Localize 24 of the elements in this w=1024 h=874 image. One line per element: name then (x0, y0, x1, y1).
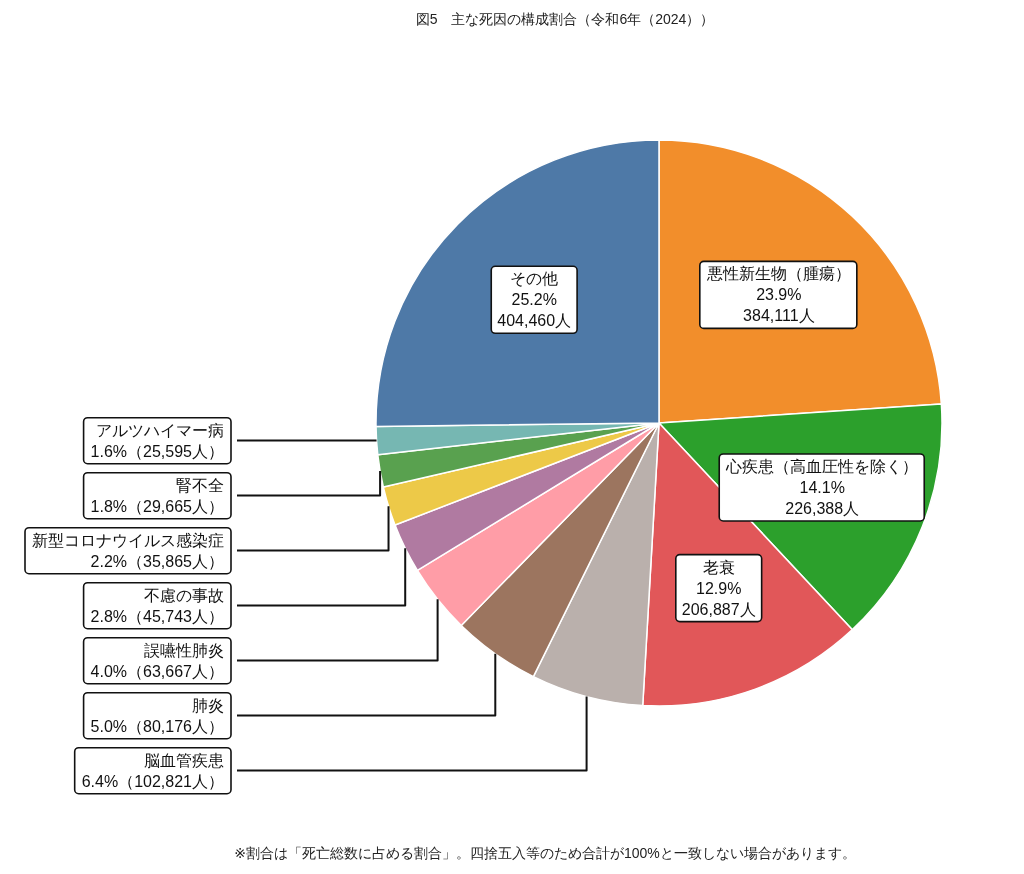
data-label: 2.2%（35,865人） (90, 552, 224, 570)
data-label: 1.8%（29,665人） (90, 497, 224, 515)
data-label: 5.0%（80,176人） (90, 717, 224, 735)
chart-title: 図5 主な死因の構成割合（令和6年（2024）） (415, 11, 715, 27)
slice-label: 脳血管疾患 (144, 751, 224, 769)
slice-label: アルツハイマー病 (96, 421, 224, 439)
slice-label: 肺炎 (192, 696, 224, 714)
slice-label: 腎不全 (176, 476, 224, 494)
slice-label: 誤嚥性肺炎 (144, 641, 224, 659)
slice-label: 心疾患（高血圧性を除く） (725, 457, 919, 475)
slice-label: 不慮の事故 (144, 586, 224, 604)
data-label: 2.8%（45,743人） (90, 607, 224, 625)
slice-label: その他 (510, 270, 559, 288)
data-label: 23.9% 384,111人 (743, 286, 815, 325)
data-label: 12.9% 206,887人 (681, 579, 756, 618)
data-label: 6.4%（102,821人） (81, 772, 224, 790)
data-label: 1.6%（25,595人） (90, 442, 224, 460)
slice-label: 悪性新生物（腫瘍） (705, 265, 851, 283)
slice-label: 老衰 (702, 558, 735, 576)
data-label: 4.0%（63,667人） (90, 662, 224, 680)
text: ※割合は「死亡総数に占める割合」。四捨五入等のため合計が100%と一致しない場合があります。 (234, 845, 856, 861)
slice-label: 新型コロナウイルス感染症 (32, 531, 224, 549)
data-label: 14.1% 226,388人 (785, 478, 860, 517)
data-label: 25.2% 404,460人 (497, 291, 572, 330)
